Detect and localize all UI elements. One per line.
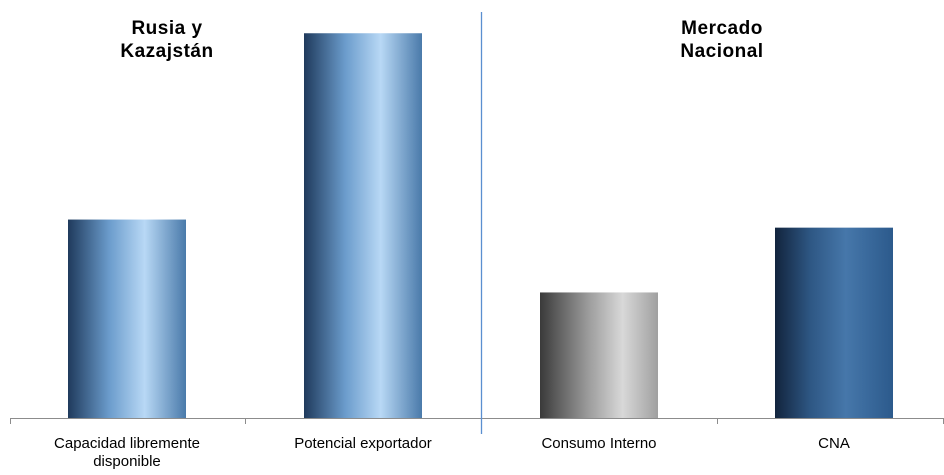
- bar-4: [775, 227, 893, 418]
- category-label: Potencial exportador: [294, 435, 432, 452]
- bar-2: [304, 33, 422, 418]
- bar-1: [68, 219, 186, 418]
- category-label: Capacidad libremente disponible: [54, 435, 200, 470]
- group-title: Mercado Nacional: [680, 18, 763, 62]
- bar-3: [540, 292, 658, 418]
- group-title: Rusia y Kazajstán: [120, 18, 213, 62]
- category-label: Consumo Interno: [541, 435, 656, 452]
- category-label: CNA: [818, 435, 850, 452]
